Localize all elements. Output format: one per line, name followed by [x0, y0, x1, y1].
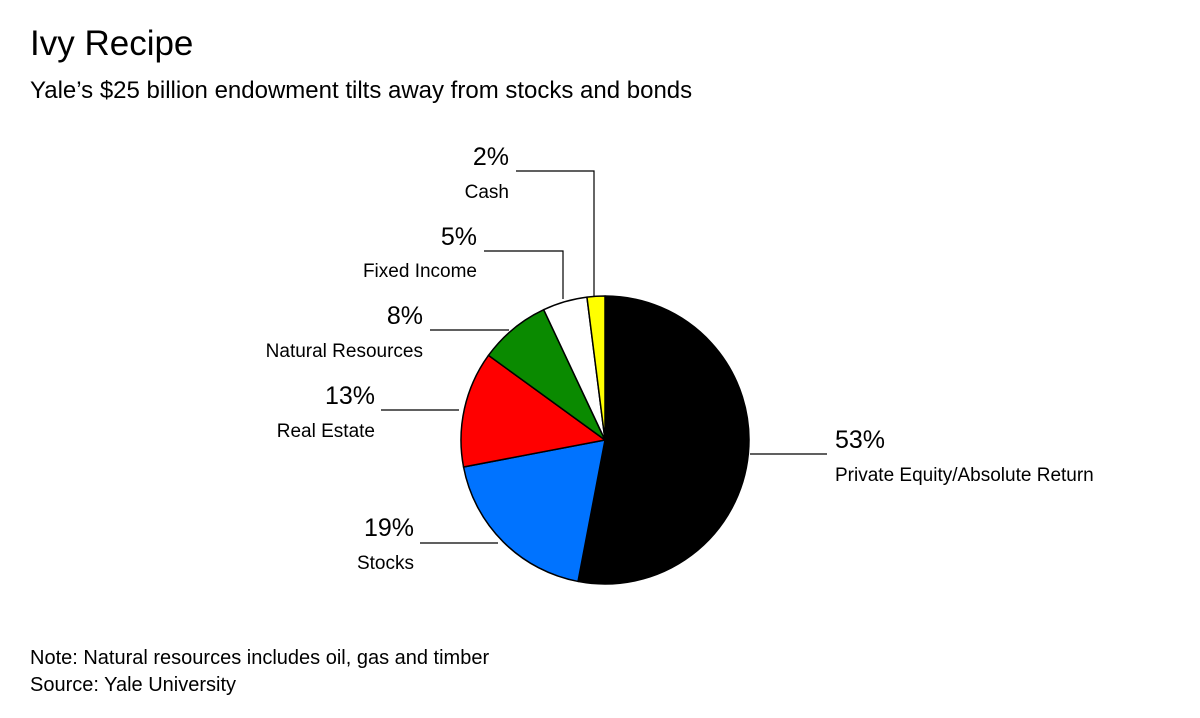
slice-value-label: 2%: [473, 143, 509, 171]
slice-value-label: 13%: [325, 382, 375, 410]
chart-subtitle: Yale’s $25 billion endowment tilts away …: [30, 77, 693, 104]
slice-category-label: Natural Resources: [266, 341, 423, 362]
pie-slice-real-estate: [460, 354, 606, 468]
slice-value-label: 5%: [441, 223, 477, 251]
leader-lines: [381, 170, 827, 544]
slice-labels: 53% Private Equity/Absolute Return 19% Stoc…: [266, 143, 1094, 574]
pie-slice-stocks: [462, 439, 606, 583]
leader-line: [516, 170, 595, 297]
slice-category-label: Cash: [465, 182, 509, 203]
chart-source: Source: Yale University: [30, 674, 237, 696]
slice-category-label: Private Equity/Absolute Return: [835, 465, 1094, 486]
slice-value-label: 53%: [835, 426, 885, 454]
slice-category-label: Stocks: [357, 553, 414, 574]
pie-slice-private-equity-absolute-return: [577, 295, 750, 585]
leader-line: [484, 250, 564, 299]
pie-slices: [460, 295, 750, 585]
slice-value-label: 19%: [364, 514, 414, 542]
slice-category-label: Fixed Income: [363, 261, 477, 282]
pie-slice-cash: [586, 295, 606, 441]
chart-footer: Note: Natural resources includes oil, ga…: [30, 645, 489, 699]
slice-category-label: Real Estate: [277, 421, 375, 442]
slice-value-label: 8%: [387, 302, 423, 330]
chart-title: Ivy Recipe: [30, 24, 194, 63]
chart-note: Note: Natural resources includes oil, ga…: [30, 647, 490, 669]
